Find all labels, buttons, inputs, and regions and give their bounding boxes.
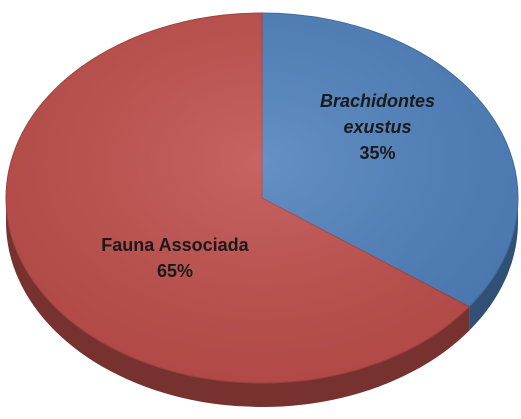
slice-value: 65% xyxy=(156,261,194,281)
slice-name: Brachidontes exustus xyxy=(319,91,436,137)
slice-label: Fauna Associada 65% xyxy=(70,232,280,284)
slice-value: 35% xyxy=(359,143,396,163)
slice-name: Fauna Associada xyxy=(101,235,249,255)
slice-label: Brachidontes exustus 35% xyxy=(315,88,440,166)
